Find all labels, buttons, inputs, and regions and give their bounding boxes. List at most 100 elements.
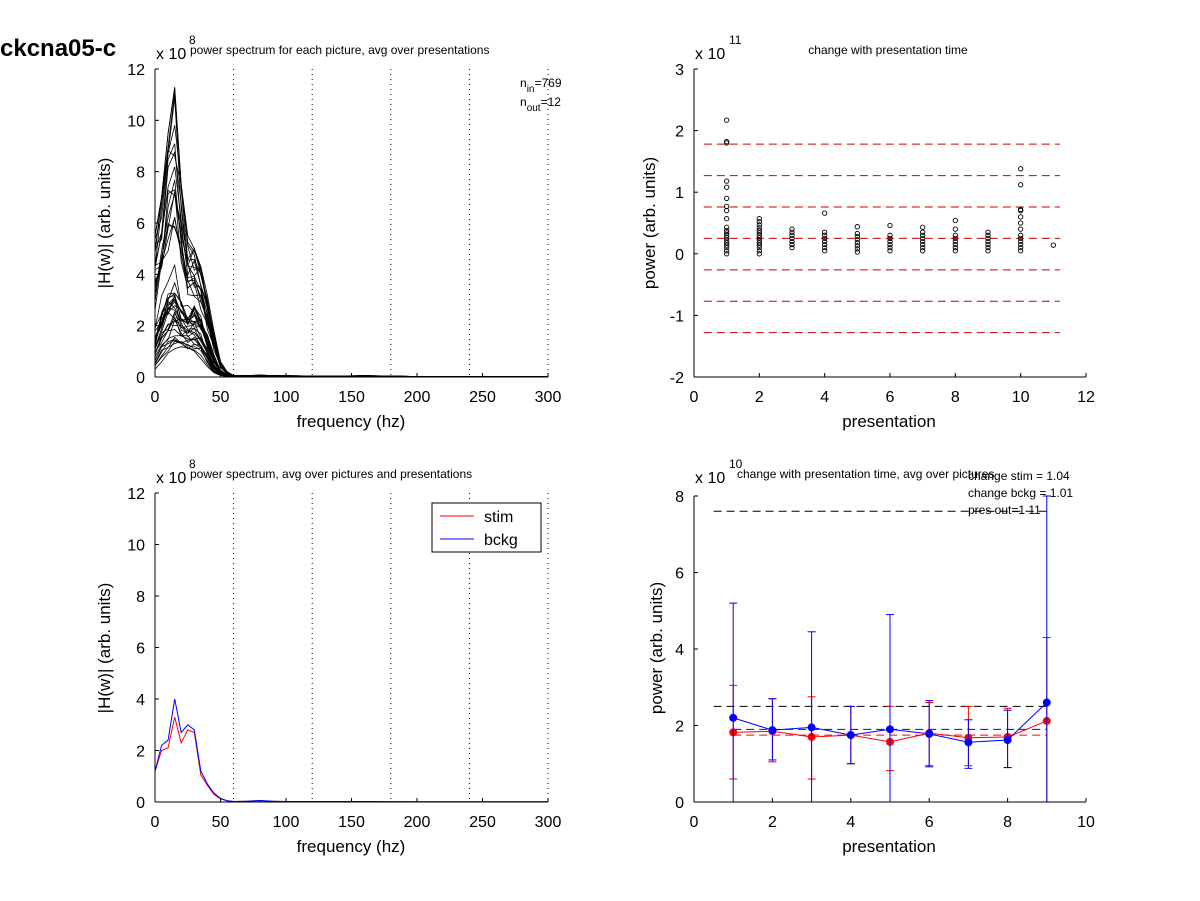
- p4-xtick-label: 8: [1003, 814, 1012, 831]
- p1-n-out-label: n: [520, 95, 527, 109]
- p2-xtick-label: 4: [820, 389, 829, 406]
- p2-scatter-point: [822, 229, 828, 235]
- p2-scatter-point: [724, 235, 730, 241]
- p1-exponent-power: 8: [189, 33, 196, 47]
- p1-ytick-label: 0: [136, 370, 145, 387]
- p2-scatter-point: [724, 248, 730, 254]
- p2-ytick-label: -1: [670, 308, 684, 325]
- p2-scatter-point: [822, 235, 828, 242]
- p1-ytick-label: 10: [127, 113, 145, 130]
- p1-spectrum-curve: [154, 179, 549, 378]
- p1-ylabel: |H(w)| (arb. units): [95, 158, 114, 289]
- p2-scatter-point: [985, 229, 991, 235]
- p2-scatter-point: [724, 251, 730, 257]
- p3-xlabel: frequency (hz): [297, 837, 406, 856]
- p2-scatter-point: [887, 235, 893, 242]
- p2-scatter-point: [756, 251, 762, 257]
- p2-xtick-label: 0: [690, 389, 699, 406]
- p3-xtick-label: 200: [404, 814, 431, 831]
- p2-scatter-point: [985, 235, 991, 242]
- p4-xtick-label: 0: [690, 814, 699, 831]
- p2-scatter-point: [756, 244, 762, 251]
- p1-spectrum-curve: [154, 216, 549, 378]
- p1-n-in-value: =769: [534, 76, 561, 90]
- p3-exponent-base: x 10: [156, 470, 186, 487]
- p2-scatter-point: [920, 232, 926, 238]
- p2-scatter-point: [756, 237, 762, 243]
- p2-scatter-point: [724, 208, 730, 214]
- svg-text:nin=769: nin=769: [520, 76, 562, 95]
- p1-n-in-sub: in: [527, 84, 535, 95]
- p2-scatter-point: [985, 248, 991, 254]
- p3-exponent-power: 8: [189, 457, 196, 471]
- p4-xlabel: presentation: [842, 837, 936, 856]
- p1-exponent-base: x 10: [156, 46, 186, 63]
- p2-scatter-point: [854, 246, 860, 252]
- p1-spectrum-curve-max: [154, 86, 549, 378]
- p2-title: change with presentation time: [808, 43, 968, 57]
- p2-scatter-point: [952, 217, 958, 224]
- p2-scatter-point: [854, 224, 860, 230]
- p2-scatter-point: [854, 230, 860, 237]
- p2-scatter-point: [920, 235, 926, 242]
- panel-spectrum-average: power spectrum, avg over pictures and pr…: [95, 457, 561, 856]
- p2-scatter-point: [1018, 214, 1024, 220]
- p1-ytick-label: 12: [127, 62, 145, 79]
- p1-xtick-label: 100: [273, 389, 300, 406]
- p4-annotation-stim: change stim = 1.04: [968, 469, 1070, 483]
- p2-scatter-point: [952, 244, 958, 251]
- p2-ytick-label: 0: [675, 247, 684, 264]
- p2-scatter-point: [822, 210, 828, 216]
- p4-xtick-label: 10: [1077, 814, 1095, 831]
- p2-scatter-point: [887, 248, 893, 254]
- p2-scatter-point: [756, 242, 762, 248]
- p2-xlabel: presentation: [842, 412, 936, 431]
- p3-xtick-label: 150: [338, 814, 365, 831]
- p2-scatter-point: [854, 249, 860, 255]
- p2-xtick-label: 12: [1077, 389, 1095, 406]
- p4-point-bckg: [846, 731, 855, 740]
- p2-scatter-point: [854, 236, 860, 243]
- p2-scatter-point: [724, 195, 730, 202]
- p2-scatter-point: [724, 244, 730, 251]
- p2-scatter-point: [920, 229, 926, 235]
- p2-scatter-point: [756, 240, 762, 246]
- p2-ytick-label: 2: [675, 124, 684, 141]
- p4-point-bckg: [807, 723, 816, 732]
- p4-point-bckg: [886, 725, 894, 734]
- p1-xtick-label: 50: [212, 389, 230, 406]
- p3-ytick-label: 8: [136, 589, 145, 606]
- p2-scatter-point: [952, 226, 958, 232]
- p3-xtick-label: 300: [535, 814, 562, 831]
- p3-ytick-label: 0: [136, 795, 145, 812]
- p1-n-out-annotation: nout=12: [520, 95, 561, 114]
- p2-scatter-point: [724, 184, 730, 190]
- p2-scatter-point: [952, 232, 958, 238]
- p3-ytick-label: 10: [127, 538, 145, 555]
- p2-scatter-point: [887, 232, 893, 238]
- p2-scatter-point: [789, 244, 795, 251]
- p2-scatter-point: [952, 235, 958, 242]
- p4-point-bckg: [964, 738, 973, 747]
- p2-scatter-point: [724, 224, 730, 230]
- p1-xtick-label: 300: [535, 389, 562, 406]
- p2-scatter-point: [854, 233, 860, 240]
- panel-spectrum-per-picture: power spectrum for each picture, avg ove…: [95, 33, 562, 431]
- p2-scatter-point: [724, 216, 730, 222]
- p1-ytick-label: 8: [136, 165, 145, 182]
- p2-scatter-point: [887, 222, 893, 229]
- p2-scatter-point: [920, 248, 926, 254]
- p4-exponent-base: x 10: [695, 470, 725, 487]
- p4-ytick-label: 8: [675, 489, 684, 506]
- p3-legend-bckg-label: bckg: [484, 532, 518, 549]
- p4-xtick-label: 6: [925, 814, 934, 831]
- p2-scatter-point: [1018, 235, 1024, 242]
- p2-scatter-point: [789, 226, 795, 232]
- p4-point-bckg: [1003, 736, 1012, 745]
- p2-scatter-point: [789, 241, 795, 248]
- p2-scatter-point: [724, 227, 730, 234]
- p2-scatter-point: [724, 242, 730, 248]
- p2-scatter-point: [756, 225, 762, 231]
- p1-xtick-label: 250: [469, 389, 496, 406]
